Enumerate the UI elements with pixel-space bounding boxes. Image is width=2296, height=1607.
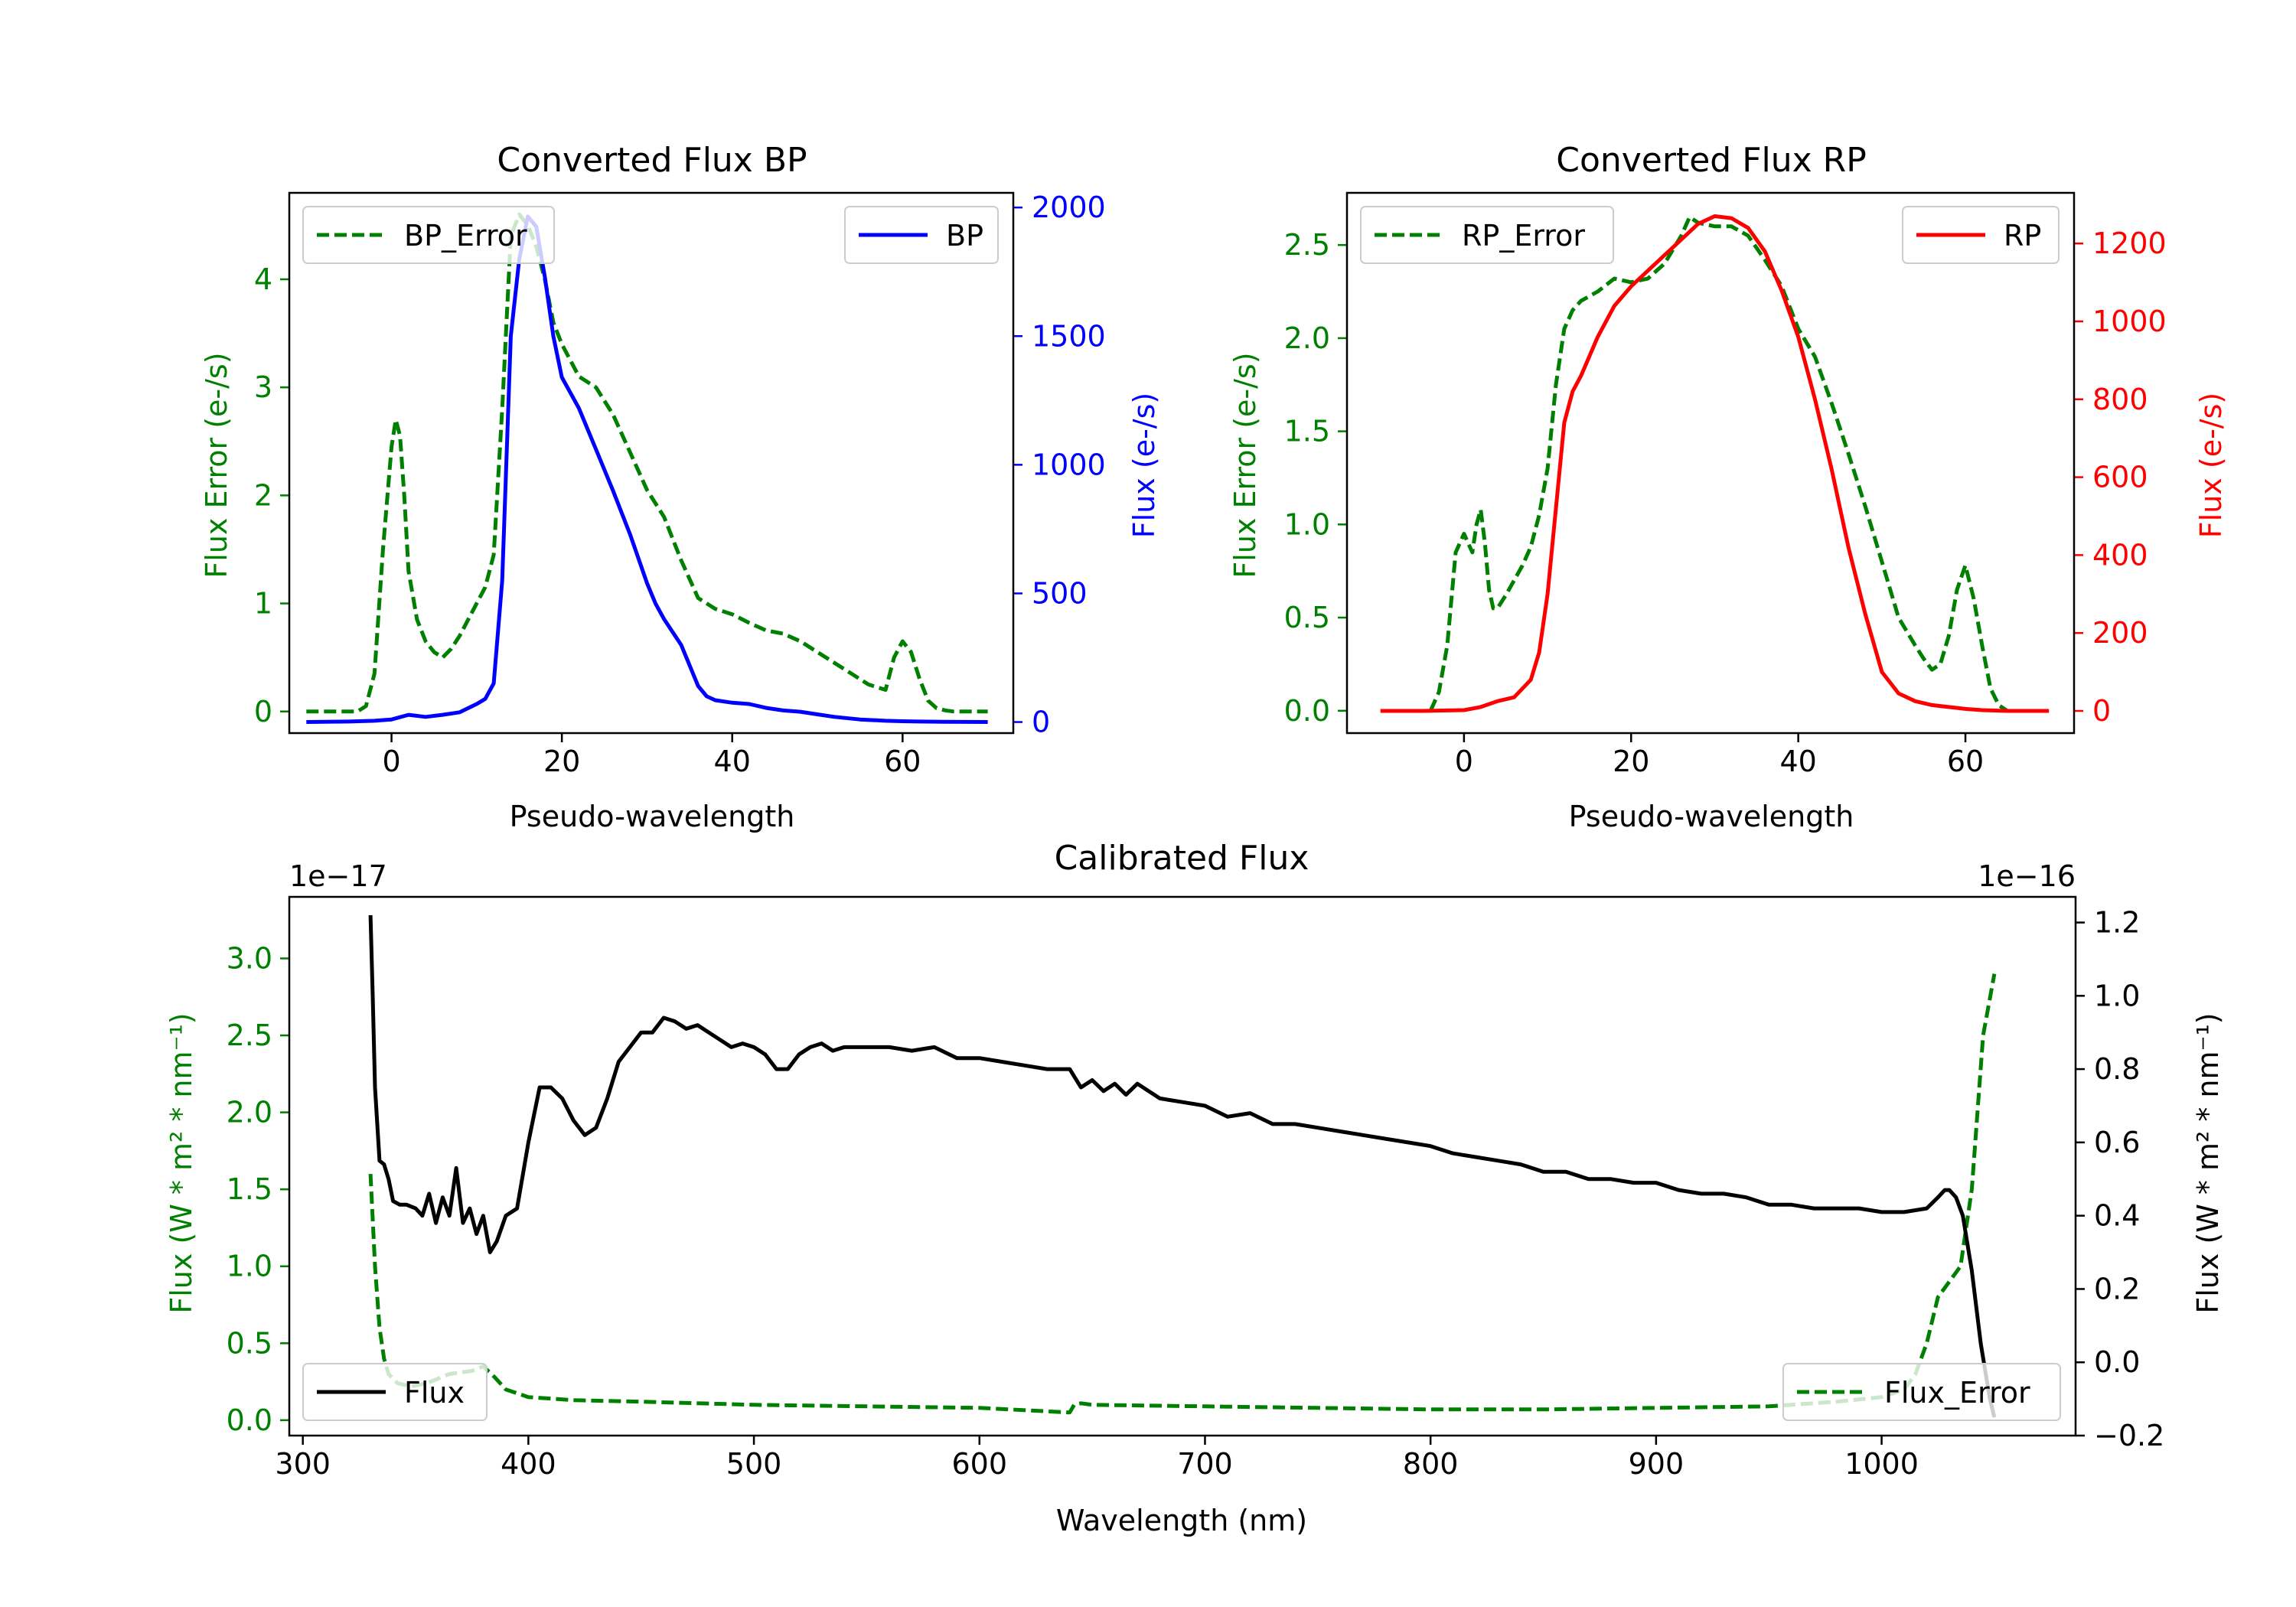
rp-ytick-left-label: 0.0 [1284, 694, 1330, 728]
cal-offset-left: 1e−17 [289, 859, 387, 893]
rp-xtick-label: 20 [1613, 745, 1649, 778]
calibrated-ytick-left-label: 1.0 [227, 1250, 272, 1283]
calibrated-ytick-right-label: 0.8 [2094, 1052, 2140, 1086]
bp-xtick-label: 40 [714, 745, 751, 778]
rp-xtick-label: 60 [1947, 745, 1984, 778]
cal-plot-area: 300 400 500 600 700 800 900 1000 0.0 0.5 1.0 1.5 2.0… [227, 906, 2165, 1481]
calibrated-ytick-right-label: −0.2 [2094, 1419, 2164, 1452]
calibrated-ytick-right-label: 0.2 [2094, 1272, 2140, 1305]
bp-ytick-left-label: 0 [254, 695, 272, 729]
rp-ytick-right-label: 200 [2092, 616, 2148, 650]
cal-legend-flux-label: Flux [404, 1376, 465, 1410]
rp-ylabel-right: Flux (e-/s) [2194, 393, 2228, 538]
rp-legend-right: RP [1902, 206, 2060, 264]
calibrated-ytick-left-label: 2.0 [227, 1096, 272, 1129]
rp-ytick-right-label: 400 [2092, 538, 2148, 572]
cal-offset-right: 1e−16 [1978, 859, 2076, 893]
cal-legend-right: Flux_Error [1782, 1363, 2061, 1421]
calibrated-ytick-left-label: 3.0 [227, 941, 272, 975]
bp-ytick-right-label: 2000 [1032, 191, 1106, 224]
bp-ytick-left-label: 3 [254, 370, 272, 404]
bp-ytick-right-label: 0 [1032, 706, 1050, 739]
rp-ytick-left-label: 2.5 [1284, 228, 1330, 262]
bp-ytick-right-label: 500 [1032, 576, 1088, 610]
rp-xtick-label: 0 [1455, 745, 1473, 778]
calibrated-ytick-right-label: 0.6 [2094, 1126, 2140, 1159]
rp-ytick-left-label: 1.5 [1284, 415, 1330, 448]
calibrated-xtick-label: 900 [1629, 1447, 1684, 1481]
bp-ytick-left-label: 1 [254, 587, 272, 621]
cal-title: Calibrated Flux [1055, 839, 1309, 878]
panel-calibrated: Calibrated Flux Wavelength (nm) 1e−17 1e… [165, 839, 2225, 1537]
calibrated-ytick-left-label: 0.5 [227, 1326, 272, 1360]
cal-xlabel: Wavelength (nm) [1056, 1504, 1307, 1537]
calibrated-ytick-left-label: 1.5 [227, 1172, 272, 1206]
bp-ytick-right-label: 1000 [1032, 448, 1106, 481]
bp-title: Converted Flux BP [497, 141, 807, 180]
bp-axes-frame [288, 191, 1015, 735]
rp-xtick-label: 40 [1779, 745, 1816, 778]
bp-ylabel-left: Flux Error (e-/s) [200, 352, 233, 578]
cal-legend-right-box [1782, 1363, 2061, 1421]
cal-ylabel-right: Flux (W * m² * nm⁻¹) [2191, 1012, 2225, 1313]
rp-ytick-left-label: 2.0 [1284, 321, 1330, 355]
bp-series-bp-line [306, 214, 988, 724]
bp-xlabel: Pseudo-wavelength [510, 800, 795, 833]
calibrated-ytick-left-label: 0.0 [227, 1403, 272, 1437]
rp-legend-flux-label: RP [2004, 219, 2041, 253]
rp-legend-left-box [1360, 206, 1614, 264]
calibrated-xtick-label: 300 [275, 1447, 331, 1481]
rp-ylabel-left: Flux Error (e-/s) [1228, 352, 1262, 578]
rp-series-rp-error-line [1428, 215, 2008, 712]
rp-legend-error-label: RP_Error [1462, 219, 1585, 253]
calibrated-xtick-label: 700 [1177, 1447, 1233, 1481]
bp-ytick-left-label: 4 [254, 262, 272, 296]
rp-ytick-right-label: 1200 [2092, 227, 2167, 260]
rp-series-rp-line [1380, 214, 2050, 713]
rp-xlabel: Pseudo-wavelength [1569, 800, 1854, 833]
rp-axes-frame [1345, 191, 2076, 735]
bp-legend-flux-label: BP [946, 219, 983, 253]
rp-ytick-right-label: 600 [2092, 461, 2148, 494]
calibrated-ytick-right-label: 1.0 [2094, 979, 2140, 1012]
bp-legend-error-label: BP_Error [404, 219, 527, 253]
rp-title: Converted Flux RP [1556, 141, 1867, 180]
rp-ytick-left-label: 1.0 [1284, 507, 1330, 541]
calibrated-xtick-label: 600 [952, 1447, 1008, 1481]
panel-bp: Converted Flux BP Pseudo-wavelength Flux… [200, 141, 1161, 833]
bp-ytick-right-label: 1500 [1032, 319, 1106, 353]
rp-ytick-left-label: 0.5 [1284, 601, 1330, 634]
bp-ytick-left-label: 2 [254, 478, 272, 512]
calibrated-ytick-right-label: 0.0 [2094, 1345, 2140, 1379]
calibrated-xtick-label: 1000 [1844, 1447, 1919, 1481]
cal-axes-frame [288, 895, 2077, 1437]
cal-legend-left-box [302, 1363, 488, 1421]
bp-series-bp-error-line [306, 212, 988, 714]
rp-plot-area: 0 20 40 60 0.0 0.5 1.0 1.5 2.0 2.5 0 200 400 600 800 10… [1284, 214, 2167, 778]
cal-ylabel-left: Flux (W * m² * nm⁻¹) [165, 1012, 198, 1313]
cal-legend-error-label: Flux_Error [1884, 1376, 2030, 1410]
calibrated-ytick-left-label: 2.5 [227, 1019, 272, 1052]
rp-ytick-right-label: 800 [2092, 383, 2148, 416]
calibrated-xtick-label: 500 [726, 1447, 782, 1481]
calibrated-ytick-right-label: 1.2 [2094, 906, 2140, 940]
bp-legend-left-box [302, 206, 555, 264]
calibrated-series-flux-line [368, 914, 1997, 1418]
calibrated-xtick-label: 400 [501, 1447, 556, 1481]
rp-ytick-right-label: 0 [2092, 694, 2111, 728]
cal-legend-left: Flux [302, 1363, 488, 1421]
bp-ylabel-right: Flux (e-/s) [1127, 393, 1161, 538]
bp-legend-right: BP [844, 206, 999, 264]
bp-xtick-label: 0 [382, 745, 400, 778]
bp-xtick-label: 60 [884, 745, 921, 778]
calibrated-ytick-right-label: 0.4 [2094, 1199, 2140, 1233]
bp-legend-left: BP_Error [302, 206, 555, 264]
calibrated-xtick-label: 800 [1403, 1447, 1459, 1481]
bp-xtick-label: 20 [543, 745, 580, 778]
rp-legend-left: RP_Error [1360, 206, 1614, 264]
panel-rp: Converted Flux RP Pseudo-wavelength Flux… [1228, 141, 2228, 833]
rp-ytick-right-label: 1000 [2092, 305, 2167, 338]
